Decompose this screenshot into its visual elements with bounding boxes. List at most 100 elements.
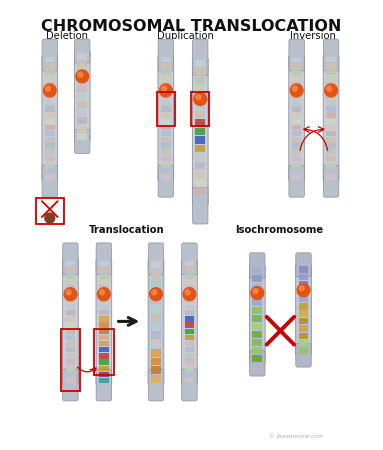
Bar bbox=[195, 196, 205, 203]
FancyBboxPatch shape bbox=[158, 39, 173, 71]
Bar bbox=[185, 341, 194, 346]
FancyBboxPatch shape bbox=[96, 369, 111, 401]
Bar bbox=[185, 347, 194, 352]
Bar bbox=[299, 333, 308, 339]
Circle shape bbox=[185, 290, 190, 295]
Circle shape bbox=[327, 86, 332, 91]
Bar bbox=[61, 329, 80, 391]
Circle shape bbox=[100, 290, 105, 295]
Bar bbox=[185, 267, 194, 272]
Bar bbox=[161, 168, 170, 173]
Bar bbox=[151, 305, 161, 313]
Bar bbox=[292, 88, 301, 93]
Bar bbox=[65, 335, 75, 340]
Bar bbox=[45, 131, 54, 136]
Bar bbox=[185, 372, 194, 377]
Circle shape bbox=[45, 213, 55, 223]
Bar bbox=[252, 291, 262, 298]
FancyBboxPatch shape bbox=[193, 39, 208, 76]
Bar bbox=[45, 57, 54, 63]
Bar bbox=[292, 125, 301, 130]
Bar bbox=[195, 85, 205, 93]
Bar bbox=[99, 378, 109, 383]
Bar bbox=[99, 261, 109, 266]
Bar bbox=[299, 296, 308, 302]
Bar bbox=[326, 100, 336, 106]
FancyBboxPatch shape bbox=[182, 243, 197, 274]
Circle shape bbox=[152, 290, 157, 295]
Bar bbox=[252, 299, 262, 306]
Bar bbox=[161, 137, 170, 143]
Bar bbox=[99, 328, 109, 334]
Circle shape bbox=[78, 72, 83, 77]
Circle shape bbox=[196, 95, 201, 99]
Bar bbox=[195, 179, 205, 186]
Bar bbox=[185, 335, 194, 340]
Bar bbox=[36, 198, 64, 224]
Text: Translocation: Translocation bbox=[89, 225, 164, 235]
Circle shape bbox=[183, 288, 196, 301]
Bar bbox=[77, 109, 87, 116]
Bar bbox=[99, 310, 109, 315]
FancyBboxPatch shape bbox=[289, 39, 304, 71]
Bar bbox=[151, 261, 161, 269]
Bar bbox=[292, 156, 301, 161]
Bar bbox=[252, 283, 262, 290]
Bar bbox=[292, 174, 301, 180]
Bar bbox=[292, 82, 301, 87]
Bar bbox=[185, 353, 194, 359]
Bar bbox=[185, 360, 194, 365]
Bar bbox=[151, 279, 161, 286]
Bar bbox=[161, 100, 170, 106]
Text: Deletion: Deletion bbox=[46, 31, 88, 41]
Bar bbox=[65, 360, 75, 365]
Bar bbox=[161, 88, 170, 93]
FancyBboxPatch shape bbox=[289, 55, 304, 181]
Bar bbox=[45, 149, 54, 155]
FancyBboxPatch shape bbox=[296, 343, 311, 367]
Bar bbox=[161, 119, 170, 124]
Bar bbox=[45, 125, 54, 130]
Bar bbox=[161, 69, 170, 75]
Circle shape bbox=[290, 84, 303, 97]
Bar bbox=[65, 267, 75, 272]
Bar bbox=[157, 92, 175, 126]
Bar bbox=[292, 137, 301, 143]
FancyBboxPatch shape bbox=[296, 253, 311, 277]
Bar bbox=[292, 131, 301, 136]
Bar bbox=[65, 347, 75, 352]
Bar bbox=[45, 119, 54, 124]
Text: Isochromosome: Isochromosome bbox=[235, 225, 323, 235]
Bar bbox=[65, 298, 75, 303]
Bar bbox=[185, 310, 194, 315]
Bar bbox=[65, 310, 75, 315]
Bar bbox=[185, 261, 194, 266]
Bar bbox=[185, 292, 194, 297]
Bar bbox=[326, 125, 336, 130]
Bar bbox=[326, 174, 336, 180]
FancyBboxPatch shape bbox=[148, 259, 164, 385]
Bar bbox=[77, 117, 87, 124]
FancyBboxPatch shape bbox=[96, 243, 111, 274]
Bar bbox=[99, 372, 109, 377]
Bar bbox=[252, 307, 262, 314]
Bar bbox=[65, 328, 75, 334]
Bar bbox=[292, 76, 301, 81]
Bar bbox=[185, 273, 194, 279]
Bar bbox=[195, 102, 205, 110]
Bar bbox=[99, 298, 109, 303]
Bar bbox=[326, 82, 336, 87]
Bar bbox=[45, 69, 54, 75]
Circle shape bbox=[162, 86, 167, 91]
Bar bbox=[252, 347, 262, 354]
FancyBboxPatch shape bbox=[158, 55, 174, 181]
Bar bbox=[99, 365, 109, 371]
Bar bbox=[94, 329, 114, 375]
Bar bbox=[252, 355, 262, 362]
Bar bbox=[77, 85, 87, 92]
Bar bbox=[161, 156, 170, 161]
FancyBboxPatch shape bbox=[296, 264, 311, 356]
Bar bbox=[299, 340, 308, 346]
Bar bbox=[326, 76, 336, 81]
Bar bbox=[77, 133, 87, 140]
